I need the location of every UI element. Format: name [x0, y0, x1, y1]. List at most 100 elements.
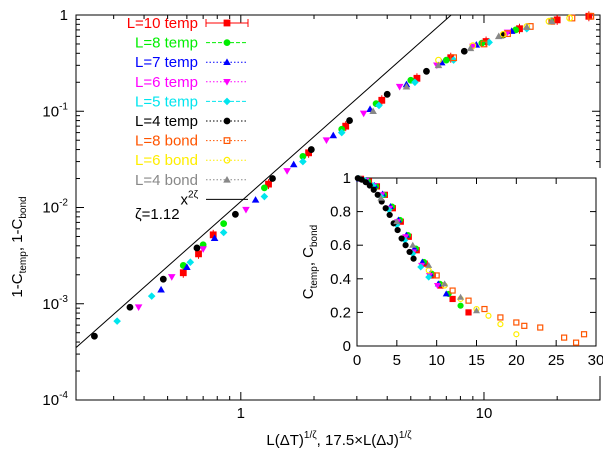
data-point	[269, 175, 276, 182]
legend-marker-l-6-temp	[223, 79, 231, 86]
data-point	[251, 196, 260, 203]
series-l-4-bond	[369, 17, 556, 115]
data-point	[423, 67, 430, 75]
data-point	[159, 275, 167, 283]
inset-data-point	[457, 302, 464, 309]
legend-label-l-6-bond: L=6 bond	[135, 152, 198, 169]
legend-marker-l-8-temp	[223, 39, 231, 46]
inset-data-point	[377, 194, 385, 201]
legend-marker-l-8-bond	[223, 137, 231, 145]
inset-y-tick-label: 0.2	[330, 304, 351, 321]
inset-data-point	[442, 290, 450, 297]
main-y-tick-label: 10-3	[42, 294, 68, 313]
inset-data-point	[393, 218, 401, 225]
legend-label-l-4-bond: L=4 bond	[135, 172, 198, 189]
data-point	[499, 30, 507, 38]
data-point	[231, 210, 239, 218]
data-point	[378, 96, 386, 104]
data-point	[242, 206, 250, 214]
inset-data-point	[572, 339, 580, 346]
data-point	[322, 137, 331, 145]
inset-data-point	[425, 261, 433, 268]
data-point	[383, 90, 391, 98]
data-point	[199, 246, 207, 253]
data-point	[220, 220, 228, 228]
inset-series-l-8-bond	[433, 272, 588, 346]
main-y-tick-label: 10-4	[42, 390, 68, 409]
data-point	[126, 303, 134, 311]
data-point	[522, 23, 531, 30]
data-point	[553, 16, 561, 24]
inset-y-tick-label: 0	[343, 338, 351, 355]
data-point	[134, 304, 143, 312]
main-y-tick-label: 10-1	[42, 101, 68, 120]
inset-y-tick-label: 0.6	[330, 237, 351, 254]
inset-data-point	[433, 283, 441, 290]
inset-data-point	[382, 205, 389, 212]
data-point	[369, 107, 377, 115]
legend-label-l-8-temp: L=8 temp	[135, 35, 198, 52]
inset-data-point	[580, 331, 588, 338]
inset-data-point	[394, 226, 401, 234]
data-point	[186, 258, 195, 267]
inset-data-point	[406, 248, 413, 256]
inset-data-point	[386, 211, 393, 219]
inset-x-tick-label: 25	[548, 352, 565, 369]
data-point	[337, 128, 346, 137]
inset-x-tick-label: 10	[428, 352, 445, 369]
data-point	[411, 78, 419, 87]
main-x-tick-label: 10	[476, 405, 493, 422]
data-point	[260, 184, 268, 192]
legend-marker-l-6-bond	[223, 156, 231, 164]
data-point	[289, 160, 298, 168]
inset-y-tick-label: 0.8	[330, 204, 351, 221]
data-point	[402, 82, 411, 90]
main-y-tick-label: 10-2	[42, 198, 68, 217]
inset-data-point	[513, 331, 520, 338]
legend-marker-l-4-temp	[223, 117, 231, 125]
data-point	[466, 44, 475, 52]
inset-data-point	[370, 186, 377, 193]
data-point	[566, 14, 574, 22]
inset-y-tick-label: 0.4	[330, 271, 351, 288]
legend-label-l-10-temp: L=10 temp	[127, 15, 198, 32]
inset-data-point	[425, 273, 433, 281]
inset-data-point	[398, 235, 405, 242]
data-point	[434, 61, 443, 69]
zeta-annotation: ζ=1.12	[135, 206, 180, 223]
data-point	[299, 157, 307, 166]
data-point	[460, 47, 468, 55]
legend-label-l-6-temp: L=6 temp	[135, 74, 198, 91]
data-point	[283, 168, 291, 175]
data-point	[346, 117, 353, 124]
inset-data-point	[449, 295, 456, 303]
inset-data-point	[441, 280, 449, 287]
inset-background	[317, 168, 601, 376]
main-y-tick-label: 1	[60, 7, 68, 24]
inset-data-point	[521, 322, 528, 329]
inset-chart: 0 5 10 15 20 25 30 0 0.2 0.4 0.6 0.8 1	[317, 168, 603, 376]
data-point	[157, 285, 165, 293]
series-l-4-temp	[91, 31, 507, 340]
data-point	[480, 40, 488, 48]
inset-data-point	[473, 307, 480, 314]
legend: L=10 temp L=8 temp L=7 temp L=6 temp L=5 tem…	[127, 15, 249, 208]
legend-marker-l-10-temp	[223, 19, 231, 27]
inset-data-point	[457, 293, 465, 300]
data-point	[219, 228, 228, 237]
main-y-axis-label: 1-Ctemp, 1-Cbond	[9, 196, 29, 297]
inset-data-point	[402, 242, 409, 249]
data-point	[113, 317, 121, 325]
inset-data-point	[417, 263, 425, 271]
data-point	[547, 17, 556, 25]
inset-data-point	[425, 267, 432, 274]
data-point	[450, 54, 457, 62]
data-point	[193, 244, 201, 252]
legend-label-l-4-temp: L=4 temp	[135, 113, 198, 130]
inset-data-point	[374, 191, 381, 198]
data-point	[195, 250, 202, 258]
data-point	[485, 38, 493, 47]
data-point	[494, 32, 503, 40]
inset-series-l-4-temp	[354, 175, 417, 262]
